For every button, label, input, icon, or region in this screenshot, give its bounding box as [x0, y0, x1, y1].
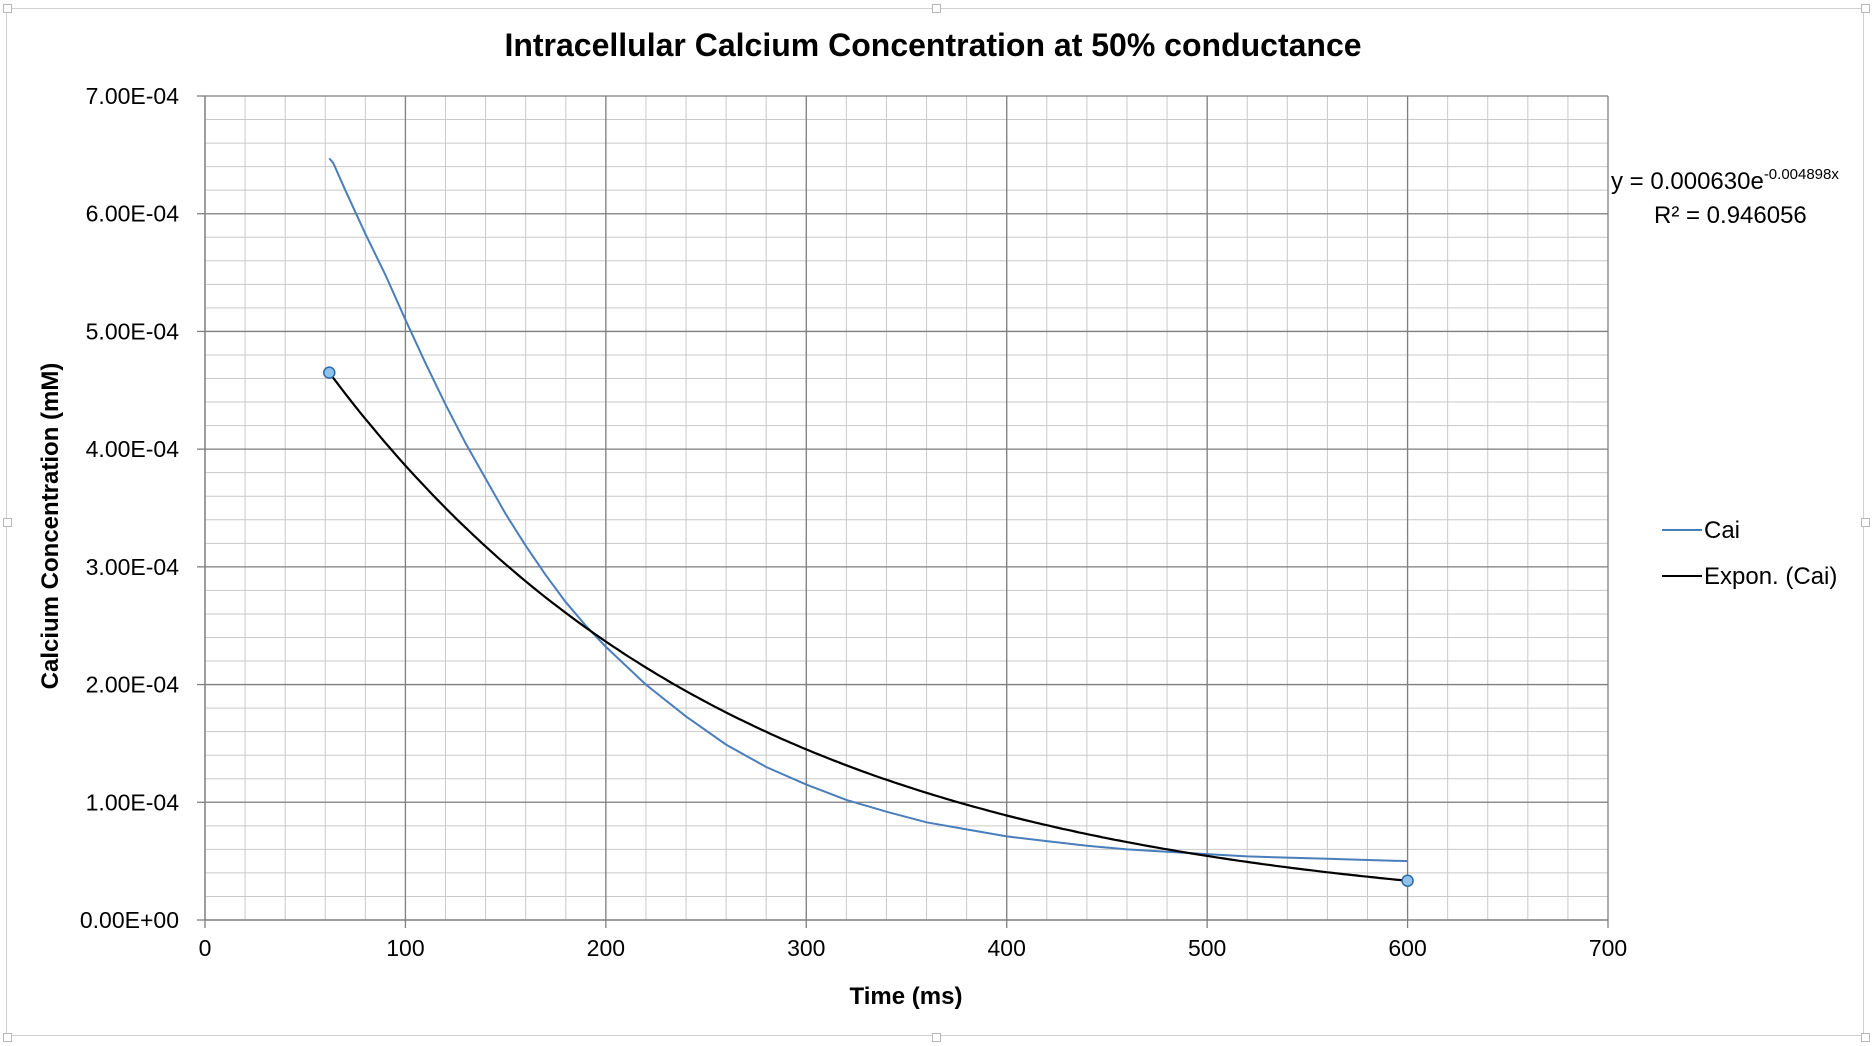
x-tick-label: 400: [988, 935, 1026, 961]
trendline-equation: y = 0.000630e-0.004898x: [1611, 166, 1839, 195]
y-tick-label: 3.00E-04: [86, 554, 180, 580]
trendline-label[interactable]: y = 0.000630e-0.004898x R² = 0.946056: [1611, 166, 1839, 229]
x-tick-label: 600: [1388, 935, 1426, 961]
y-tick-label: 1.00E-04: [86, 789, 180, 815]
trendline-equation-base: y = 0.000630e: [1611, 168, 1764, 195]
legend[interactable]: Cai Expon. (Cai): [1662, 517, 1837, 590]
y-tick-label: 4.00E-04: [86, 436, 180, 462]
x-tick-label: 500: [1188, 935, 1226, 961]
major-gridlines: [205, 95, 1609, 920]
y-tick-labels: 0.00E+00 1.00E-04 2.00E-04 3.00E-04 4.00E-04…: [80, 83, 179, 933]
y-tick-label: 6.00E-04: [86, 201, 180, 227]
chart-title[interactable]: Intracellular Calcium Concentration at 5…: [504, 27, 1361, 63]
trendline-expon-cai: [328, 371, 1408, 882]
series-line-cai: [328, 157, 1408, 863]
x-tick-labels: 0 100 200 300 400 500 600 700: [199, 935, 1628, 961]
x-tick-label: 200: [587, 935, 625, 961]
resize-handle-top-right[interactable]: [1861, 4, 1870, 13]
y-tick-label: 2.00E-04: [86, 672, 180, 698]
trendline-equation-exponent: -0.004898x: [1764, 166, 1840, 183]
resize-handle-left[interactable]: [3, 518, 12, 527]
resize-handle-top[interactable]: [932, 4, 941, 13]
plot-series[interactable]: [323, 157, 1414, 887]
trendline-r-squared: R² = 0.946056: [1654, 202, 1807, 229]
trendline-end-handle[interactable]: [1401, 874, 1414, 887]
legend-label-expon: Expon. (Cai): [1704, 563, 1837, 590]
resize-handle-bottom[interactable]: [932, 1033, 941, 1042]
y-axis-title[interactable]: Calcium Concentration (mM): [37, 363, 64, 690]
axes: [197, 95, 1609, 928]
resize-handle-bottom-right[interactable]: [1861, 1033, 1870, 1042]
y-tick-label: 5.00E-04: [86, 318, 180, 344]
resize-handle-right[interactable]: [1861, 518, 1870, 527]
x-tick-label: 300: [787, 935, 825, 961]
resize-handle-bottom-left[interactable]: [3, 1033, 12, 1042]
y-tick-label: 7.00E-04: [86, 83, 180, 109]
x-tick-label: 0: [199, 935, 212, 961]
x-axis-title[interactable]: Time (ms): [850, 983, 963, 1010]
legend-label-cai: Cai: [1704, 517, 1740, 544]
x-tick-label: 100: [386, 935, 424, 961]
resize-handle-top-left[interactable]: [3, 4, 12, 13]
chart-area[interactable]: [6, 8, 1864, 1036]
y-tick-label: 0.00E+00: [80, 907, 179, 933]
trendline-start-handle[interactable]: [323, 366, 336, 379]
x-tick-label: 700: [1589, 935, 1627, 961]
minor-gridlines: [205, 96, 1608, 920]
